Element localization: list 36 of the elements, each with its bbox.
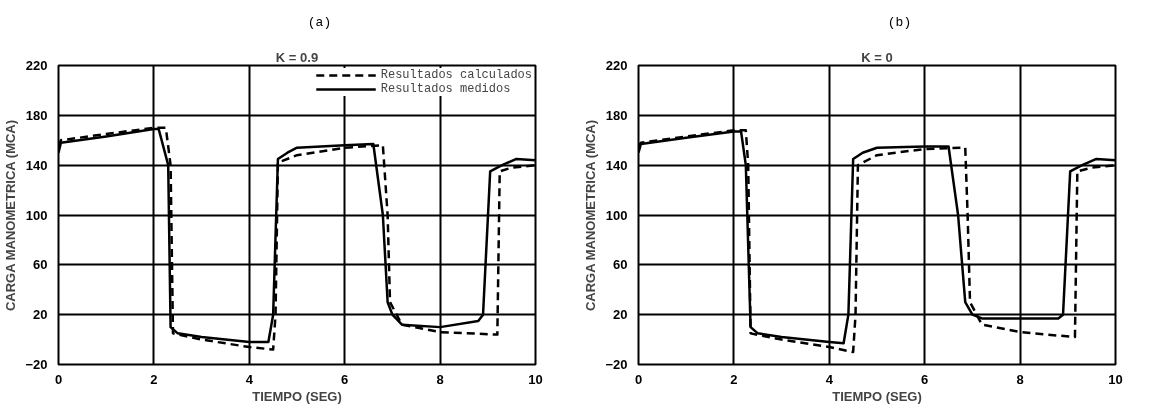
y-tick-label: 20 bbox=[613, 307, 628, 323]
x-tick-label: 8 bbox=[436, 371, 444, 387]
x-tick-label: 4 bbox=[825, 371, 834, 387]
legend-label: Resultados calculados bbox=[380, 68, 532, 82]
y-tick-label: 220 bbox=[25, 58, 48, 73]
x-tick-label: 6 bbox=[921, 371, 929, 387]
y-tick-label: 100 bbox=[605, 207, 628, 223]
y-tick-label: −20 bbox=[605, 357, 628, 372]
y-tick-label: 60 bbox=[33, 257, 48, 273]
y-tick-label: 180 bbox=[605, 107, 628, 123]
x-tick-label: 2 bbox=[730, 371, 738, 387]
chart-title: (b) bbox=[887, 15, 912, 30]
y-tick-label: −20 bbox=[25, 357, 48, 372]
chart-subtitle: K = 0.9 bbox=[275, 49, 319, 65]
y-tick-label: 20 bbox=[33, 307, 48, 323]
chart-title: (a) bbox=[307, 15, 332, 30]
x-axis-title: TIEMPO (SEG) bbox=[252, 388, 342, 404]
x-tick-label: 0 bbox=[634, 371, 643, 387]
x-tick-label: 8 bbox=[1016, 371, 1024, 387]
y-tick-label: 220 bbox=[605, 58, 628, 73]
x-tick-label: 10 bbox=[1108, 371, 1123, 387]
y-axis-title: CARGA MANOMETRICA (MCA) bbox=[583, 119, 599, 312]
legend-label: Resultados medidos bbox=[380, 82, 511, 96]
y-axis-title: CARGA MANOMETRICA (MCA) bbox=[3, 119, 19, 312]
y-tick-label: 140 bbox=[605, 157, 628, 173]
y-tick-label: 140 bbox=[25, 157, 48, 173]
x-axis-title: TIEMPO (SEG) bbox=[832, 388, 922, 404]
chart-subtitle: K = 0 bbox=[861, 49, 893, 65]
y-tick-label: 180 bbox=[25, 107, 48, 123]
y-tick-label: 100 bbox=[25, 207, 48, 223]
x-tick-label: 10 bbox=[528, 371, 543, 387]
x-tick-label: 0 bbox=[54, 371, 63, 387]
x-tick-label: 4 bbox=[245, 371, 254, 387]
y-tick-label: 60 bbox=[613, 257, 628, 273]
x-tick-label: 6 bbox=[341, 371, 349, 387]
x-tick-label: 2 bbox=[150, 371, 158, 387]
